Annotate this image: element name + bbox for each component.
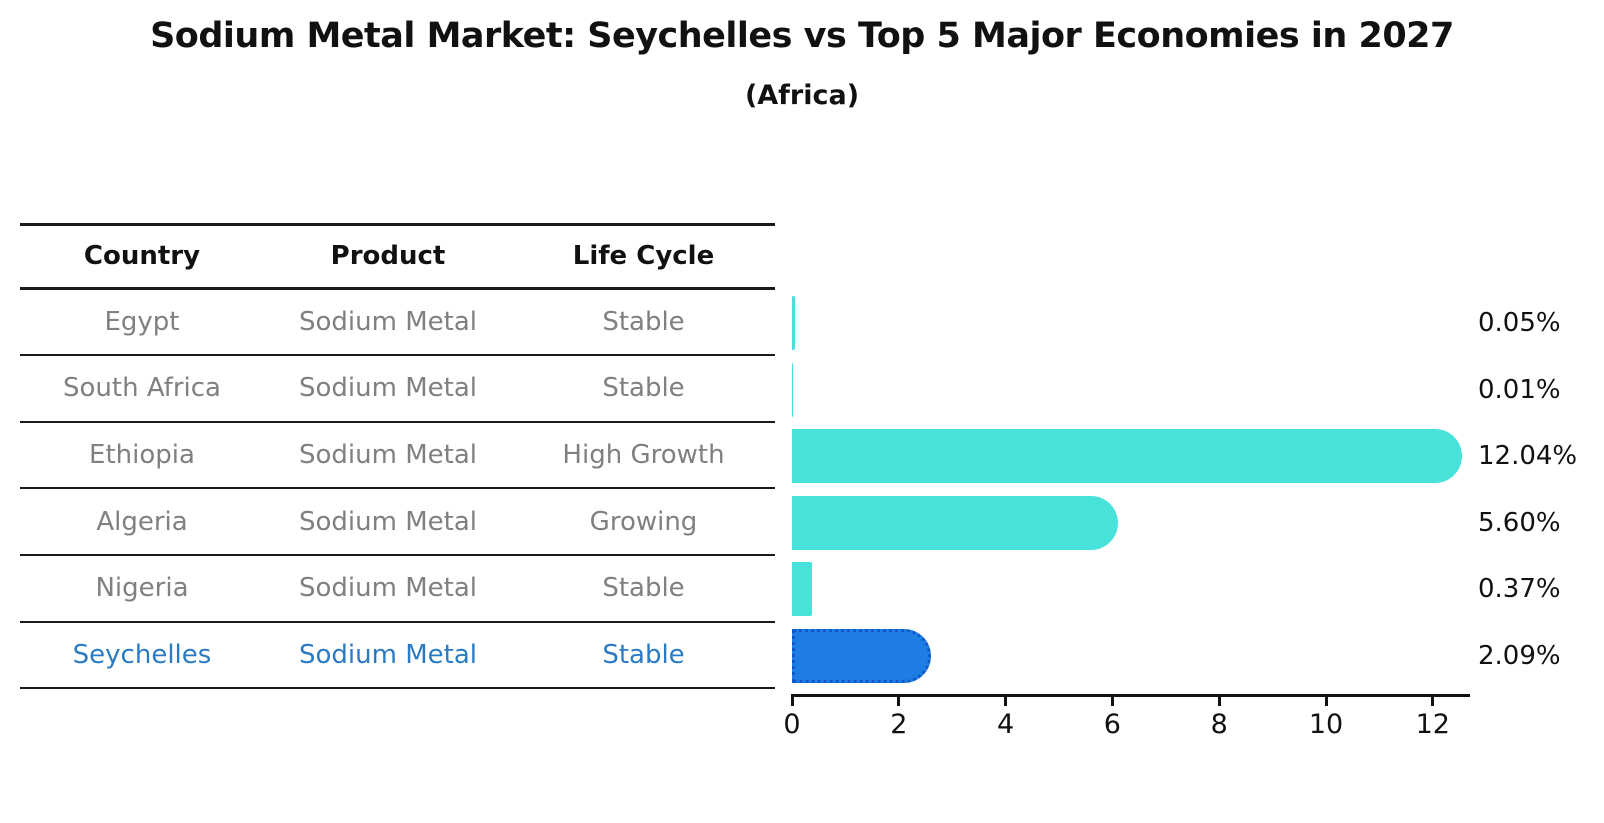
x-axis-line [791,694,1470,697]
bar-egypt [792,295,795,350]
x-tick-mark [790,697,794,706]
country-cell: Ethiopia [89,440,195,471]
product-cell: Sodium Metal [299,440,477,471]
table-row-algeria: Algeria Sodium Metal Growing [20,489,775,556]
life-cycle-cell: Stable [602,306,685,337]
bar-south-africa [792,362,793,417]
product-cell: Sodium Metal [299,373,477,404]
country-cell: Algeria [96,506,188,537]
bar-algeria [792,495,1119,550]
value-label-nigeria: 0.37% [1478,574,1561,605]
country-cell: South Africa [63,373,221,404]
x-tick-label: 8 [1210,709,1228,740]
country-cell: Seychelles [72,639,212,670]
x-tick-label: 2 [890,709,908,740]
table-row-seychelles: Seychelles Sodium Metal Stable [20,623,775,690]
product-cell: Sodium Metal [299,639,477,670]
life-cycle-cell: Growing [589,506,698,537]
country-cell: Nigeria [95,573,189,604]
x-tick-label: 0 [783,709,801,740]
x-tick-mark [1217,697,1221,706]
life-cycle-cell: High Growth [562,440,725,471]
product-cell: Sodium Metal [299,573,477,604]
product-cell: Sodium Metal [299,306,477,337]
value-label-egypt: 0.05% [1478,307,1561,338]
column-header-product: Product [330,241,446,272]
table-row-egypt: Egypt Sodium Metal Stable [20,290,775,357]
value-label-south-africa: 0.01% [1478,374,1561,405]
country-cell: Egypt [104,306,180,337]
x-tick-mark [897,697,901,706]
product-cell: Sodium Metal [299,506,477,537]
table-row-ethiopia: Ethiopia Sodium Metal High Growth [20,423,775,490]
x-tick-label: 4 [997,709,1015,740]
life-cycle-cell: Stable [602,639,685,670]
x-tick-mark [1110,697,1114,706]
bar-ethiopia [792,429,1462,484]
bar-seychelles [792,628,931,683]
life-cycle-cell: Stable [602,573,685,604]
economies-table: Country Product Life Cycle Egypt Sodium M… [20,223,775,690]
chart-subtitle: (Africa) [744,80,860,111]
x-tick-mark [1324,697,1328,706]
x-tick-label: 6 [1103,709,1121,740]
value-label-algeria: 5.60% [1478,507,1561,538]
x-tick-mark [1431,697,1435,706]
x-tick-mark [1004,697,1008,706]
value-label-seychelles: 2.09% [1478,640,1561,671]
x-tick-label: 12 [1415,709,1450,740]
table-header-row: Country Product Life Cycle [20,223,775,290]
life-cycle-cell: Stable [602,373,685,404]
table-body: Egypt Sodium Metal Stable South Africa Sodiu… [20,290,775,690]
x-tick-label: 10 [1308,709,1344,740]
column-header-life-cycle: Life Cycle [572,241,715,272]
value-label-ethiopia: 12.04% [1478,441,1578,472]
chart-title: Sodium Metal Market: Seychelles vs Top 5… [150,16,1454,56]
table-row-nigeria: Nigeria Sodium Metal Stable [20,556,775,623]
column-header-country: Country [83,241,201,272]
table-row-south-africa: South Africa Sodium Metal Stable [20,356,775,423]
bar-nigeria [792,562,812,617]
